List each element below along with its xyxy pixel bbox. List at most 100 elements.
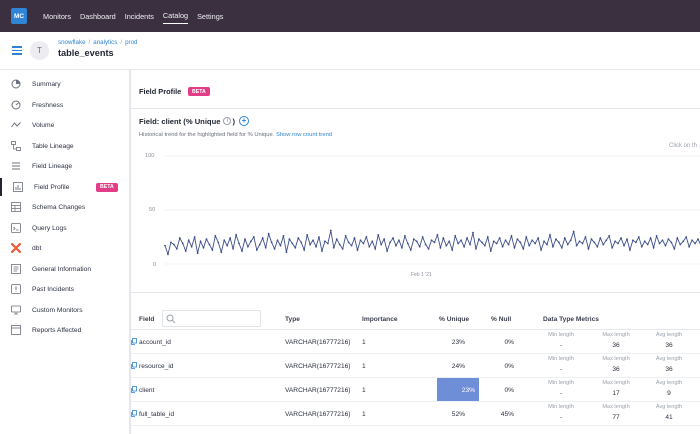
data-point[interactable] — [513, 246, 516, 249]
data-point[interactable] — [395, 244, 397, 247]
breadcrumb-item[interactable]: analytics — [93, 39, 118, 46]
menu-icon[interactable] — [12, 46, 22, 55]
data-point[interactable] — [584, 236, 587, 238]
data-point[interactable] — [682, 240, 685, 243]
data-point[interactable] — [652, 246, 655, 249]
unique-cell[interactable]: 24% — [451, 363, 465, 370]
data-point[interactable] — [329, 229, 332, 232]
data-point[interactable] — [255, 249, 258, 251]
data-point[interactable] — [466, 237, 468, 239]
data-point[interactable] — [344, 235, 347, 237]
data-point[interactable] — [634, 241, 637, 244]
data-point[interactable] — [312, 239, 314, 242]
data-point[interactable] — [587, 247, 590, 250]
add-icon[interactable]: + — [238, 116, 249, 126]
table-row[interactable]: client VARCHAR(16777216) 1 23% 0% Min length -… — [131, 378, 700, 402]
data-point[interactable] — [679, 243, 682, 246]
data-point[interactable] — [164, 244, 166, 247]
data-point[interactable] — [353, 237, 356, 239]
data-point[interactable] — [495, 242, 498, 245]
data-point[interactable] — [590, 238, 593, 241]
data-point[interactable] — [433, 241, 436, 244]
data-point[interactable] — [649, 237, 652, 239]
data-point[interactable] — [276, 239, 279, 242]
copy-icon[interactable] — [131, 338, 137, 345]
data-point[interactable] — [498, 237, 501, 239]
data-point[interactable] — [306, 233, 309, 236]
data-point[interactable] — [637, 236, 640, 238]
data-point[interactable] — [297, 237, 300, 239]
data-point[interactable] — [338, 243, 341, 246]
sidebar-item-field-profile[interactable]: Field Profile BETA — [0, 178, 130, 196]
data-point[interactable] — [691, 239, 694, 242]
data-point[interactable] — [196, 252, 199, 255]
sidebar-item-reports-affected[interactable]: Reports Affected — [0, 321, 130, 339]
data-point[interactable] — [288, 238, 291, 241]
data-point[interactable] — [421, 236, 424, 238]
data-point[interactable] — [448, 240, 451, 243]
data-point[interactable] — [646, 243, 649, 246]
copy-icon[interactable] — [131, 386, 137, 393]
col-importance[interactable]: Importance — [362, 316, 398, 323]
field-name[interactable]: client — [139, 387, 155, 394]
data-point[interactable] — [232, 247, 235, 250]
data-point[interactable] — [282, 235, 285, 237]
data-point[interactable] — [519, 241, 522, 244]
sidebar-item-query-logs[interactable]: Query Logs — [0, 219, 130, 237]
data-point[interactable] — [572, 230, 575, 233]
data-point[interactable] — [415, 240, 418, 243]
data-point[interactable] — [537, 237, 540, 239]
data-point[interactable] — [229, 237, 232, 239]
data-point[interactable] — [611, 246, 614, 249]
data-point[interactable] — [264, 246, 267, 249]
nav-monitors[interactable]: Monitors — [43, 11, 71, 21]
data-point[interactable] — [392, 237, 394, 239]
data-point[interactable] — [217, 241, 220, 244]
data-point[interactable] — [181, 242, 184, 245]
data-point[interactable] — [211, 249, 214, 251]
data-point[interactable] — [475, 247, 477, 250]
data-point[interactable] — [208, 243, 211, 246]
data-point[interactable] — [324, 240, 326, 243]
data-point[interactable] — [439, 246, 442, 249]
data-point[interactable] — [258, 243, 261, 246]
data-point[interactable] — [501, 245, 504, 248]
data-point[interactable] — [489, 250, 492, 252]
data-point[interactable] — [356, 249, 359, 251]
data-point[interactable] — [309, 243, 311, 246]
data-point[interactable] — [658, 242, 661, 245]
data-point[interactable] — [326, 242, 329, 245]
data-point[interactable] — [685, 236, 688, 238]
data-point[interactable] — [688, 245, 691, 248]
data-point[interactable] — [483, 244, 486, 247]
data-point[interactable] — [335, 238, 338, 241]
data-point[interactable] — [270, 241, 273, 244]
data-point[interactable] — [504, 239, 507, 242]
data-point[interactable] — [190, 245, 193, 248]
data-point[interactable] — [199, 240, 202, 243]
breadcrumb-item[interactable]: snowflake — [58, 39, 86, 46]
data-point[interactable] — [403, 235, 406, 237]
data-point[interactable] — [516, 238, 519, 241]
data-point[interactable] — [226, 244, 229, 247]
data-point[interactable] — [418, 245, 421, 248]
data-point[interactable] — [386, 250, 388, 252]
data-point[interactable] — [389, 241, 391, 244]
data-point[interactable] — [267, 232, 270, 235]
sidebar-item-custom-monitors[interactable]: Custom Monitors — [0, 301, 130, 319]
data-point[interactable] — [670, 241, 673, 244]
data-point[interactable] — [560, 246, 563, 249]
data-point[interactable] — [549, 233, 551, 236]
data-point[interactable] — [241, 250, 243, 252]
data-point[interactable] — [534, 242, 537, 245]
table-row[interactable]: account_id VARCHAR(16777216) 1 23% 0% Min len… — [131, 330, 700, 354]
col-type[interactable]: Type — [285, 316, 300, 323]
data-point[interactable] — [285, 251, 288, 254]
data-point[interactable] — [552, 245, 554, 248]
unique-cell[interactable]: 23% — [451, 339, 465, 346]
data-point[interactable] — [359, 239, 362, 242]
data-point[interactable] — [457, 242, 460, 245]
data-point[interactable] — [332, 246, 335, 249]
data-point[interactable] — [569, 239, 572, 242]
data-point[interactable] — [175, 247, 178, 250]
